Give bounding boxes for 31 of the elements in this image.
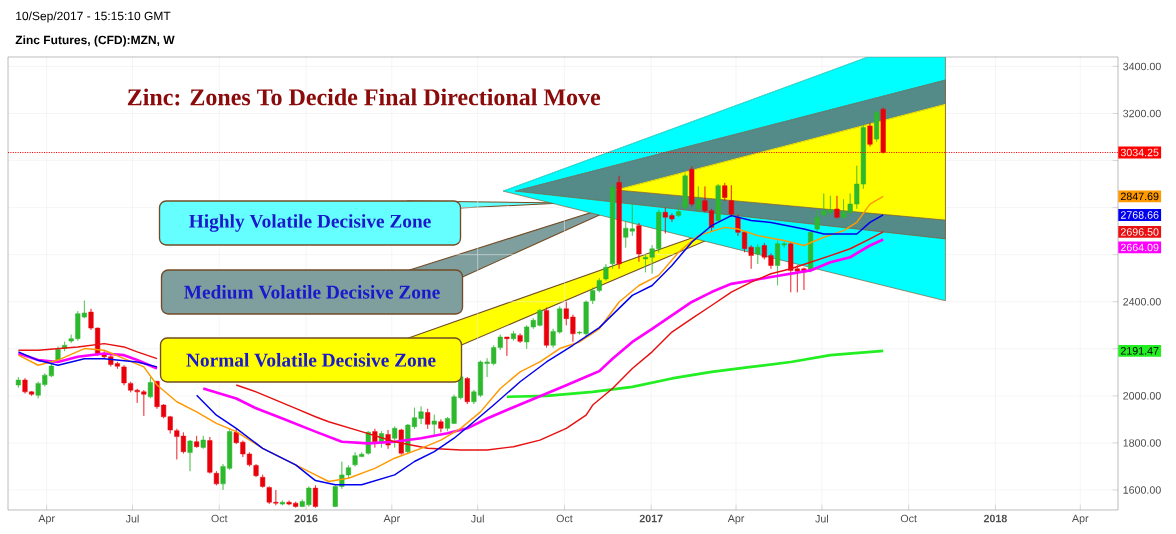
y-tick-label: 1800.00 xyxy=(1123,439,1161,447)
text: 2768.66 xyxy=(1120,211,1159,219)
x-tick-label: Oct xyxy=(556,514,573,523)
x-tick-label: Apr xyxy=(383,514,400,525)
x-tick-label: 2016 xyxy=(294,514,318,523)
text: 10/Sep/2017 - 15:15:10 GMT xyxy=(16,11,171,23)
y-tick-label: 2000.00 xyxy=(1123,392,1161,400)
x-tick-label: 2018 xyxy=(983,514,1007,523)
x-tick-label: Apr xyxy=(727,514,745,525)
y-tick-label: 3400.00 xyxy=(1123,62,1161,71)
x-tick-label: Jul xyxy=(125,514,139,523)
x-tick-label: Jul xyxy=(471,514,484,523)
x-tick-label: Apr xyxy=(1072,514,1089,525)
y-tick-label: 3200.00 xyxy=(1123,109,1161,118)
y-tick-label: 1600.00 xyxy=(1123,486,1161,494)
text: 2696.50 xyxy=(1120,228,1159,236)
text: 2191.47 xyxy=(1120,347,1159,355)
y-tick-label: 2400.00 xyxy=(1123,297,1161,306)
x-tick-label: Oct xyxy=(211,514,228,523)
x-tick-label: Apr xyxy=(38,514,55,525)
text: Zinc: Zones To Decide Final Directional Move xyxy=(127,88,601,106)
x-tick-label: Jul xyxy=(815,514,828,523)
x-tick-label: Oct xyxy=(900,514,917,523)
annotation: Normal Volatile Decisive Zone xyxy=(186,353,436,367)
x-tick-label: 2017 xyxy=(639,514,663,523)
annotation: Highly Volatile Decisive Zone xyxy=(189,214,431,232)
text: 2664.09 xyxy=(1120,243,1159,252)
text: 2847.69 xyxy=(1120,192,1159,201)
annotation: Medium Volatile Decisive Zone xyxy=(184,285,440,299)
ref-line-label: 3034.25 xyxy=(1120,148,1159,157)
chart-subtitle: Zinc Futures, (CFD):MZN, W xyxy=(15,35,175,47)
